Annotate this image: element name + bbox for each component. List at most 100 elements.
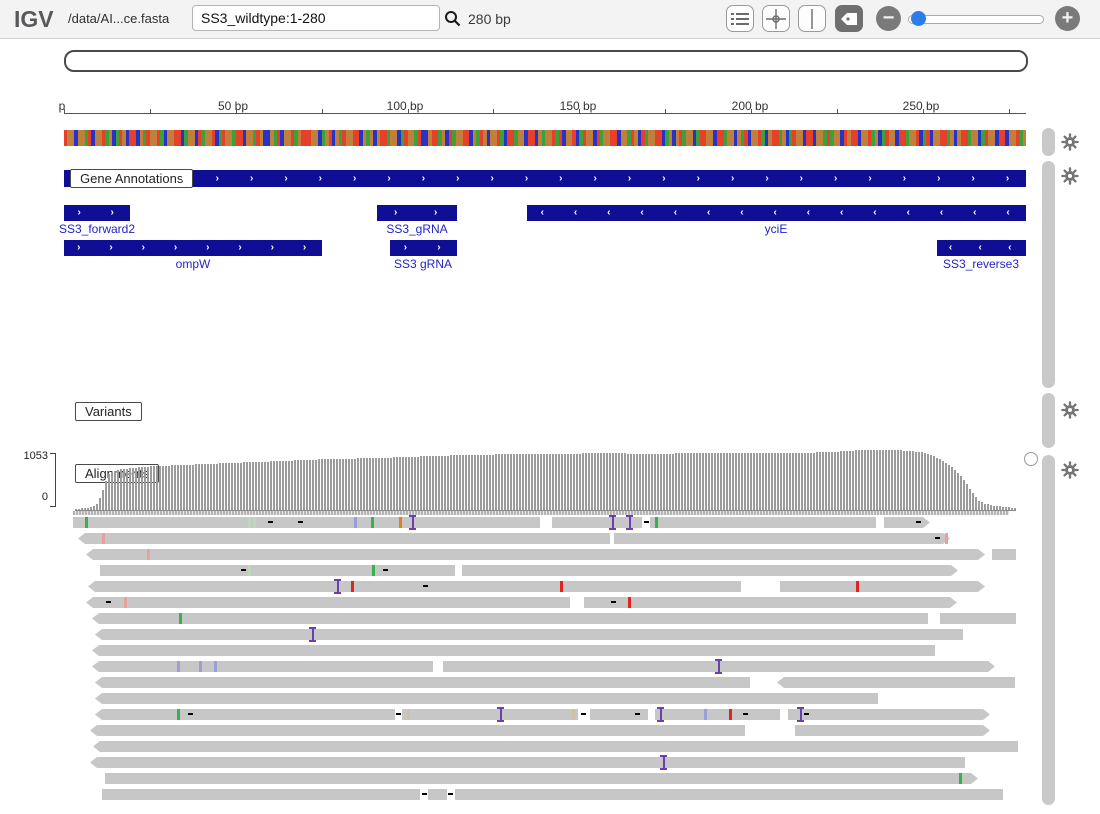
sequence-base xyxy=(517,130,522,146)
alignment-read[interactable] xyxy=(402,709,578,720)
coverage-bar xyxy=(714,453,716,510)
alignment-read[interactable] xyxy=(650,517,876,528)
alignment-read[interactable] xyxy=(86,597,570,608)
alignment-read[interactable] xyxy=(428,789,447,800)
gene-feature[interactable] xyxy=(527,205,1026,221)
gene-feature[interactable] xyxy=(64,205,130,221)
sequence-base xyxy=(201,130,206,146)
genome-selector[interactable]: /data/AI...ce.fasta xyxy=(68,11,170,26)
sequence-base xyxy=(837,130,841,146)
track-resize-handle[interactable] xyxy=(1042,393,1055,448)
alignment-read[interactable] xyxy=(992,549,1016,560)
alignment-read[interactable] xyxy=(92,613,928,624)
alignment-read[interactable] xyxy=(788,709,990,720)
sequence-base xyxy=(483,130,487,146)
sample-circle[interactable] xyxy=(1024,452,1038,466)
alignment-read[interactable] xyxy=(655,709,780,720)
center-line-button[interactable] xyxy=(798,5,826,32)
sequence-base xyxy=(136,130,140,146)
sequence-base xyxy=(465,130,470,146)
alignment-read[interactable] xyxy=(584,597,957,608)
gene-feature[interactable] xyxy=(937,240,1026,256)
alignment-read[interactable] xyxy=(590,709,648,720)
track-list-button[interactable] xyxy=(726,5,754,32)
alignment-read[interactable] xyxy=(105,773,978,784)
zoom-out-button[interactable]: − xyxy=(876,6,901,31)
mismatch-mark xyxy=(372,565,375,576)
alignment-read[interactable] xyxy=(78,533,610,544)
alignment-read[interactable] xyxy=(86,549,985,560)
alignment-read[interactable] xyxy=(90,725,745,736)
locus-input[interactable] xyxy=(192,5,440,31)
alignment-read[interactable] xyxy=(73,517,540,528)
zoom-slider[interactable] xyxy=(908,11,1044,26)
sequence-base xyxy=(132,130,137,146)
alignment-read[interactable] xyxy=(92,661,433,672)
sequence-base xyxy=(971,130,975,146)
gene-feature[interactable] xyxy=(377,205,457,221)
strand-chevron: › xyxy=(302,242,307,253)
gene-annotations-bar[interactable] xyxy=(64,170,1026,187)
coverage-bar xyxy=(936,458,938,510)
mismatch-mark xyxy=(371,517,374,528)
track-settings-gear-icon[interactable] xyxy=(1060,166,1080,186)
track-settings-gear-icon[interactable] xyxy=(1060,132,1080,152)
search-icon[interactable] xyxy=(444,10,461,32)
coverage-bar xyxy=(231,463,233,510)
track-resize-handle[interactable] xyxy=(1042,161,1055,388)
alignment-read[interactable] xyxy=(88,581,741,592)
zoom-slider-thumb[interactable] xyxy=(911,11,926,26)
sequence-base xyxy=(699,130,704,146)
alignment-read[interactable] xyxy=(100,565,455,576)
alignment-read[interactable] xyxy=(552,517,642,528)
strand-chevron: › xyxy=(215,172,219,184)
alignment-read[interactable] xyxy=(462,565,958,576)
coverage-bar xyxy=(399,457,401,510)
coverage-bar xyxy=(561,454,563,510)
track-settings-gear-icon[interactable] xyxy=(1060,460,1080,480)
sequence-base xyxy=(806,130,810,146)
track-resize-handle[interactable] xyxy=(1042,455,1055,805)
alignment-read[interactable] xyxy=(95,629,963,640)
alignment-read[interactable] xyxy=(90,757,965,768)
alignment-read[interactable] xyxy=(95,677,750,688)
coverage-bar xyxy=(717,453,719,510)
alignment-read[interactable] xyxy=(455,789,1003,800)
alignment-read[interactable] xyxy=(102,789,420,800)
strand-chevron: › xyxy=(971,172,975,184)
coverage-bar xyxy=(204,464,206,510)
track-settings-gear-icon[interactable] xyxy=(1060,400,1080,420)
mismatch-mark xyxy=(248,517,251,528)
sequence-base xyxy=(874,130,879,146)
strand-chevron: › xyxy=(559,172,563,184)
coverage-bar xyxy=(471,455,473,510)
sequence-base xyxy=(352,130,357,146)
cursor-guide-button[interactable] xyxy=(762,5,790,32)
coverage-bar xyxy=(501,454,503,510)
alignment-read[interactable] xyxy=(780,581,985,592)
strand-chevron: › xyxy=(434,207,438,218)
alignment-read[interactable] xyxy=(884,517,930,528)
coverage-bar xyxy=(522,454,524,510)
alignment-read[interactable] xyxy=(93,741,1018,752)
sequence-base xyxy=(840,130,845,146)
chromosome-ideogram[interactable] xyxy=(64,50,1028,72)
alignment-read[interactable] xyxy=(777,677,1015,688)
alignment-read[interactable] xyxy=(95,693,878,704)
gene-feature[interactable] xyxy=(390,240,457,256)
alignment-read[interactable] xyxy=(95,709,395,720)
alignment-read[interactable] xyxy=(614,533,950,544)
zoom-in-button[interactable]: + xyxy=(1055,6,1080,31)
sequence-base xyxy=(854,130,859,146)
gene-feature[interactable] xyxy=(64,240,322,256)
alignment-read[interactable] xyxy=(940,613,1016,624)
alignment-read[interactable] xyxy=(795,725,990,736)
region-label-button[interactable] xyxy=(835,5,863,32)
sequence-base xyxy=(445,130,450,146)
alignment-read[interactable] xyxy=(92,645,935,656)
coverage-bar xyxy=(342,459,344,510)
track-resize-handle[interactable] xyxy=(1042,128,1055,156)
coverage-bar xyxy=(243,462,245,510)
coverage-bar xyxy=(291,461,293,510)
coverage-bar xyxy=(615,453,617,510)
